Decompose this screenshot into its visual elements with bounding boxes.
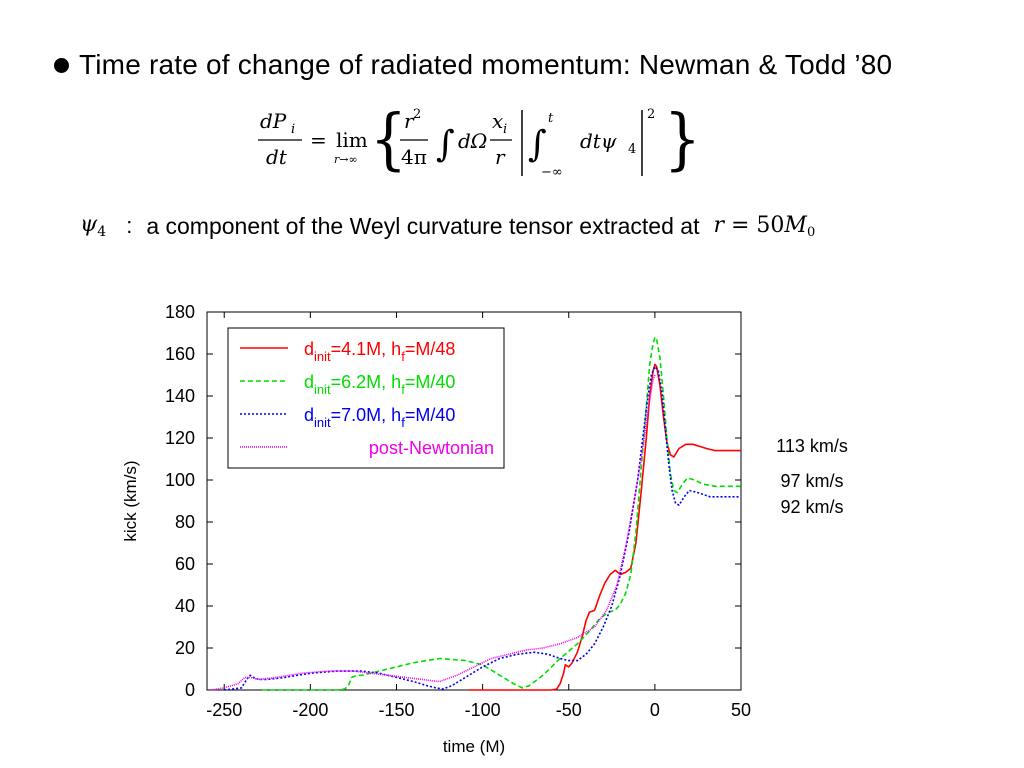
- series-layer: [210, 336, 741, 691]
- y-axis-label: kick (km/s): [121, 460, 140, 541]
- y-tick-label: 20: [175, 638, 195, 658]
- eq-inner-integral: ∫: [528, 124, 547, 165]
- eq-frac1-num: r: [404, 109, 415, 133]
- legend-label-0: dinit=4.1M, hf=M/48: [304, 339, 455, 364]
- eq-lim: lim: [336, 128, 368, 152]
- psi-description-line: ψ4 : a component of the Weyl curvature t…: [80, 208, 815, 244]
- eq-frac1-den: 4π: [401, 145, 427, 169]
- eq-frac2-num: x: [492, 109, 503, 133]
- series-line-3: [210, 374, 656, 691]
- eq-lim-sub: r→∞: [334, 153, 358, 166]
- eq-lhs-num: dP: [260, 109, 287, 133]
- y-tick-label: 140: [165, 386, 195, 406]
- eq-lhs-num-sub: i: [291, 122, 295, 137]
- y-tick-label: 180: [165, 302, 195, 322]
- series-line-0: [468, 363, 741, 691]
- x-tick-label: 0: [650, 700, 660, 720]
- y-tick-label: 160: [165, 344, 195, 364]
- legend-box: [227, 327, 505, 469]
- eq-left-brace: {: [370, 100, 407, 178]
- x-tick-label: -150: [378, 700, 414, 720]
- heading-line: Time rate of change of radiated momentum…: [54, 48, 892, 82]
- eq-integral: ∫: [436, 124, 455, 165]
- eq-inner-body-sub: 4: [628, 142, 636, 157]
- x-tick-label: 50: [731, 700, 751, 720]
- legend-label-3: post-Newtonian: [369, 438, 494, 458]
- eq-power: 2: [647, 107, 655, 122]
- legend: dinit=4.1M, hf=M/48 dinit=6.2M, hf=M/40 di…: [227, 327, 505, 469]
- eq-frac2-den: r: [495, 145, 506, 169]
- series-line-2: [224, 365, 741, 691]
- y-tick-label: 100: [165, 470, 195, 490]
- x-tick-label: -50: [556, 700, 582, 720]
- y-tick-label: 80: [175, 512, 195, 532]
- eq-lhs-den: dt: [266, 145, 288, 169]
- psi-extraction-radius: r = 50M0: [713, 212, 816, 240]
- final-kick-annotation-113: 113 km/s: [776, 436, 848, 456]
- y-tick-label: 120: [165, 428, 195, 448]
- eq-inner-lower: −∞: [541, 165, 563, 180]
- x-tick-label: -200: [292, 700, 328, 720]
- ticks-layer: -250 -200 -150 -100 -50 0 50 0 20 40 60 80 100 120 140…: [165, 302, 751, 720]
- eq-inner-upper: t: [548, 111, 554, 126]
- final-kick-annotation-97: 97 km/s: [780, 471, 843, 491]
- psi-symbol: ψ4: [80, 212, 107, 240]
- y-tick-label: 60: [175, 554, 195, 574]
- momentum-equation: dP i dt = lim r→∞ { r 2 4π ∫ dΩ x i r ∫ …: [258, 100, 698, 180]
- final-kick-annotation-92: 92 km/s: [780, 497, 843, 517]
- x-axis-label: time (M): [443, 737, 505, 756]
- eq-equals: =: [310, 128, 327, 152]
- eq-right-brace: }: [664, 100, 698, 178]
- y-tick-label: 0: [185, 680, 195, 700]
- eq-frac1-num-sup: 2: [413, 107, 421, 122]
- psi-description: a component of the Weyl curvature tensor…: [146, 212, 700, 239]
- eq-frac2-num-sub: i: [503, 122, 507, 137]
- bullet-icon: [54, 57, 69, 73]
- legend-label-1: dinit=6.2M, hf=M/40: [304, 372, 455, 397]
- x-tick-label: -100: [465, 700, 501, 720]
- y-tick-label: 40: [175, 596, 195, 616]
- eq-integral-body: dΩ: [458, 129, 487, 153]
- legend-label-2: dinit=7.0M, hf=M/40: [304, 405, 455, 430]
- psi-colon: :: [126, 213, 133, 238]
- eq-inner-body: dtψ: [580, 129, 617, 153]
- heading-text: Time rate of change of radiated momentum…: [79, 49, 893, 80]
- x-tick-label: -250: [206, 700, 242, 720]
